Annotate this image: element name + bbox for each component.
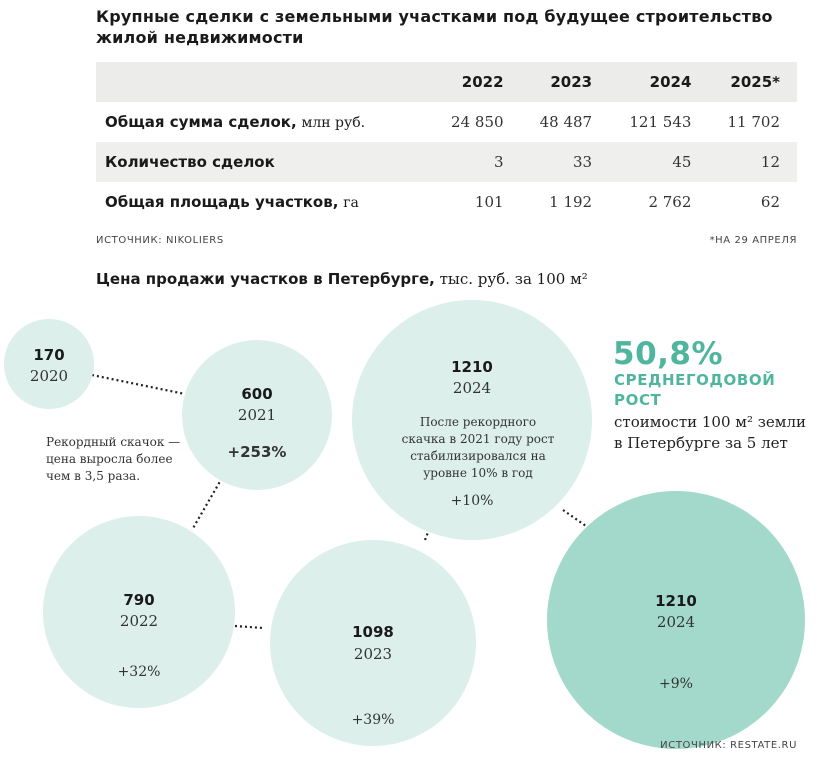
bubble-change-label: +10% bbox=[451, 493, 494, 509]
table-cell: 24 850 bbox=[451, 113, 504, 131]
table-cell: 45 bbox=[672, 153, 692, 171]
bubble-2023 bbox=[270, 540, 476, 746]
chart-source: ИСТОЧНИК: RESTATE.RU bbox=[660, 740, 797, 751]
table-cell: 62 bbox=[760, 193, 780, 211]
connector-line bbox=[191, 477, 223, 531]
row-unit: га bbox=[343, 195, 359, 211]
bubble-2021 bbox=[182, 340, 332, 490]
table-row: Общая сумма сделок, млн руб. 24 850 48 4… bbox=[96, 102, 797, 142]
bubble-year-label: 2020 bbox=[30, 367, 68, 385]
table-source: ИСТОЧНИК: NIKOLIERS bbox=[96, 235, 224, 246]
bubble-value-label: 170 bbox=[33, 346, 64, 364]
bubble-2020 bbox=[4, 319, 94, 409]
table-cell: 48 487 bbox=[539, 113, 593, 131]
table-footnote: *НА 29 АПРЕЛЯ bbox=[709, 235, 797, 246]
connector-line bbox=[562, 509, 587, 527]
table-row: Общая площадь участков, га 101 1 192 2 7… bbox=[96, 182, 797, 222]
bubble-change-label: +39% bbox=[352, 712, 395, 728]
bubble-value-label: 1210 bbox=[655, 592, 697, 610]
note-record-jump: Рекордный скачок — цена выросла более че… bbox=[46, 435, 181, 483]
row-label: Общая сумма сделок, млн руб. bbox=[105, 113, 366, 131]
bubble-year-label: 2022 bbox=[120, 612, 158, 630]
connector-line bbox=[91, 373, 186, 396]
bubble-year-label: 2024 bbox=[453, 379, 491, 397]
bubble-value-label: 600 bbox=[241, 385, 272, 403]
bubble-2022 bbox=[43, 516, 235, 708]
bubble-chart-unit: тыс. руб. за 100 м² bbox=[439, 270, 588, 288]
table-cell: 1 192 bbox=[549, 193, 593, 211]
bubble-change-label: +32% bbox=[118, 664, 161, 680]
table-cell: 3 bbox=[494, 153, 504, 171]
bubble-2024 bbox=[352, 300, 592, 540]
note-stabilized: После рекордного скачка в 2021 году рост… bbox=[401, 415, 555, 480]
table-header-year: 2022 bbox=[461, 73, 504, 91]
deals-table-title: Крупные сделки с земельными участками по… bbox=[96, 7, 773, 47]
bubble-value-label: 790 bbox=[123, 591, 154, 609]
table-row: Количество сделок 3 33 45 12 bbox=[96, 142, 797, 182]
bubble-year-label: 2024 bbox=[657, 613, 695, 631]
bubble-value-label: 1210 bbox=[451, 358, 493, 376]
growth-text: стоимости 100 м² земли в Петербурге за 5… bbox=[614, 413, 806, 452]
table-cell: 12 bbox=[760, 153, 780, 171]
connector-line bbox=[234, 624, 264, 630]
bubble-year-label: 2021 bbox=[238, 406, 276, 424]
table-header-year: 2023 bbox=[550, 73, 593, 91]
row-label: Общая площадь участков, га bbox=[105, 193, 359, 211]
table-header-year: 2024 bbox=[649, 73, 692, 91]
bubble-2024 bbox=[547, 491, 805, 749]
table-cell: 2 762 bbox=[648, 193, 692, 211]
table-header-year: 2025* bbox=[730, 73, 780, 91]
bubble-value-label: 1098 bbox=[352, 623, 394, 641]
bubble-chart-title: Цена продажи участков в Петербурге, тыс.… bbox=[96, 270, 588, 288]
growth-value: 50,8% bbox=[613, 336, 724, 372]
table-cell: 33 bbox=[573, 153, 593, 171]
bubble-change-label: +253% bbox=[228, 443, 287, 461]
row-unit: млн руб. bbox=[301, 115, 366, 131]
table-cell: 121 543 bbox=[629, 113, 692, 131]
bubble-year-label: 2023 bbox=[354, 645, 392, 663]
deals-table: 2022 2023 2024 2025* Общая сумма сделок,… bbox=[96, 62, 797, 222]
row-label: Количество сделок bbox=[105, 153, 275, 171]
bubble-change-label: +9% bbox=[659, 676, 693, 692]
table-header-row: 2022 2023 2024 2025* bbox=[96, 62, 797, 102]
table-cell: 11 702 bbox=[727, 113, 781, 131]
growth-label: СРЕДНЕГОДОВОЙ РОСТ bbox=[614, 371, 776, 409]
table-cell: 101 bbox=[474, 193, 504, 211]
bubbles: 170 2020 600 2021 +253% 790 2022 +32% 1098 2023 +3… bbox=[4, 300, 805, 749]
